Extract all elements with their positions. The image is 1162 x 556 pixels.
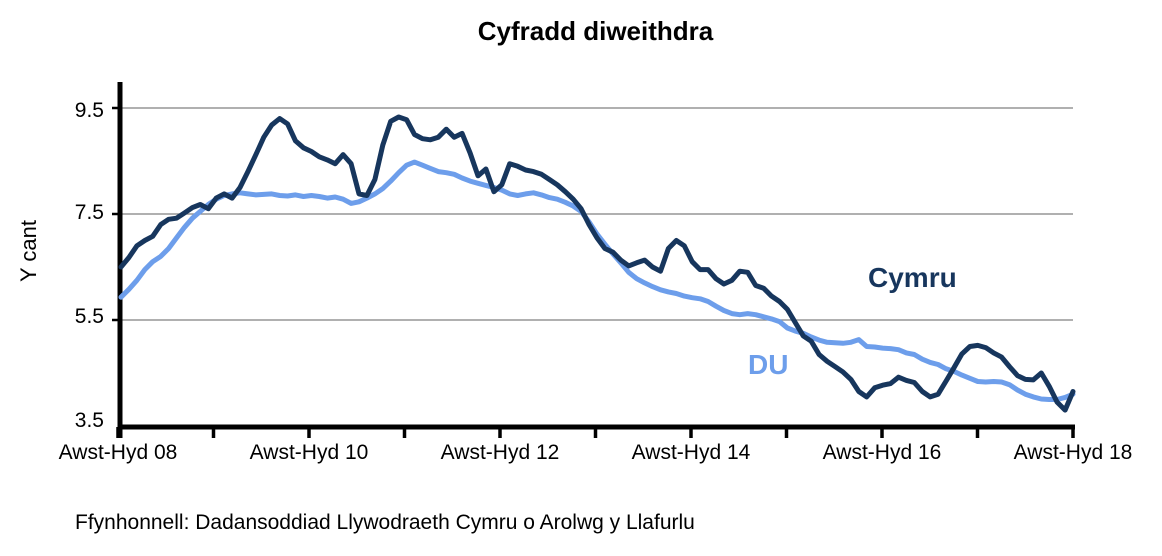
y-tick-label-7-5: 7.5 <box>74 201 104 224</box>
y-tick-label-9-5: 9.5 <box>74 99 104 122</box>
x-tick-label-2014: Awst-Hyd 14 <box>631 441 751 464</box>
cymru-series-label: Cymru <box>868 262 957 293</box>
y-tick-label-3-5: 3.5 <box>74 409 104 432</box>
x-tick-label-2008: Awst-Hyd 08 <box>58 441 178 464</box>
x-tick-label-2012: Awst-Hyd 12 <box>440 441 560 464</box>
du-series-label: DU <box>748 349 789 380</box>
x-tick-label-2018: Awst-Hyd 18 <box>1013 441 1133 464</box>
series-line-cymru <box>118 114 1076 413</box>
x-tick-label-2010: Awst-Hyd 10 <box>249 441 369 464</box>
y-tick-label-5-5: 5.5 <box>74 305 104 328</box>
source-note: Ffynhonnell: Dadansoddiad Llywodraeth Cy… <box>75 511 695 534</box>
chart-title: Cyfradd diweithdra <box>477 16 714 46</box>
x-tick-label-2016: Awst-Hyd 16 <box>822 441 942 464</box>
